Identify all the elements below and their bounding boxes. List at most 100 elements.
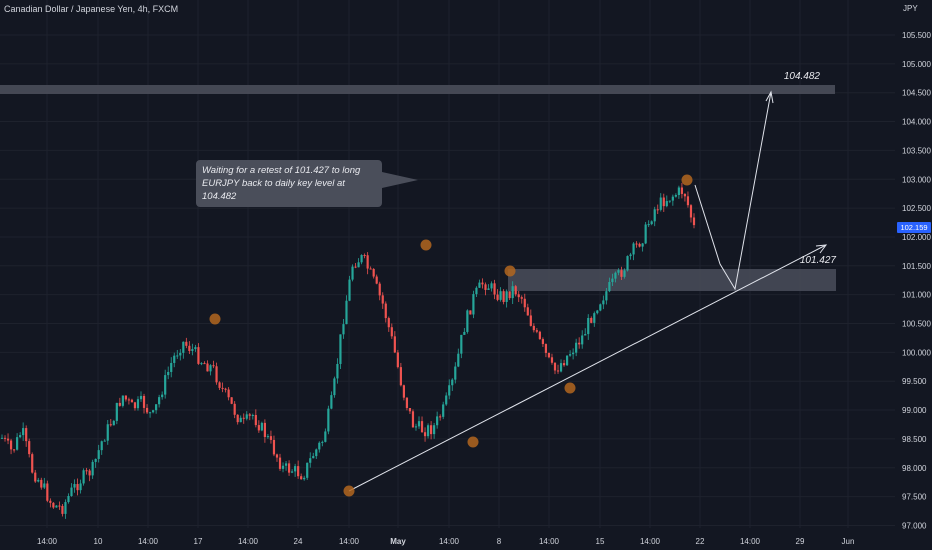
- candle-body: [294, 466, 297, 472]
- candle-body: [532, 325, 535, 331]
- candle-body: [6, 438, 10, 441]
- candle-body: [139, 395, 143, 400]
- candle-body: [151, 410, 155, 413]
- candle-body: [602, 300, 605, 305]
- candle-body: [112, 420, 115, 426]
- candle-body: [52, 502, 55, 508]
- candle-body: [384, 303, 387, 319]
- candle-body: [345, 300, 348, 325]
- candle-body: [611, 278, 614, 283]
- candle-body: [342, 324, 345, 335]
- candle-body: [466, 310, 469, 332]
- candle-body: [167, 371, 170, 376]
- y-tick-label: 98.000: [902, 464, 927, 473]
- candle-body: [460, 334, 463, 354]
- candle-body: [351, 266, 354, 280]
- candle-body: [290, 471, 294, 473]
- resistance-zone: [0, 85, 835, 94]
- candle-body: [644, 224, 647, 244]
- candle-body: [454, 366, 457, 380]
- candle-body: [94, 458, 97, 462]
- candle-body: [390, 327, 393, 337]
- candle-body: [565, 355, 569, 366]
- candle-body: [0, 437, 4, 439]
- candle-body: [535, 330, 538, 332]
- candle-body: [402, 385, 406, 398]
- candle-body: [197, 347, 200, 364]
- candle-body: [674, 195, 677, 197]
- candle-body: [164, 375, 167, 395]
- candle-body: [173, 355, 176, 363]
- candle-body: [493, 283, 496, 295]
- x-tick-label: Jun: [842, 537, 855, 546]
- candle-body: [572, 352, 575, 355]
- candle-body: [650, 221, 653, 225]
- candle-body: [369, 268, 372, 270]
- candle-body: [514, 286, 517, 295]
- candle-body: [387, 318, 390, 328]
- candle-body: [266, 436, 270, 438]
- candle-body: [556, 370, 560, 372]
- pivot-marker: [209, 313, 221, 325]
- candle-body: [472, 294, 475, 315]
- candle-body: [67, 495, 70, 503]
- candle-body: [121, 395, 124, 406]
- candle-body: [354, 266, 357, 268]
- candle-body: [58, 505, 61, 507]
- candle-body: [396, 352, 399, 368]
- candle-body: [348, 279, 351, 301]
- chart-zones: [0, 85, 836, 291]
- candle-body: [339, 334, 342, 364]
- candle-body: [85, 470, 88, 472]
- candle-body: [239, 417, 242, 423]
- candle-body: [115, 402, 118, 421]
- x-tick-label: 15: [596, 537, 605, 546]
- candle-body: [300, 476, 303, 480]
- candle-body: [511, 286, 514, 299]
- candle-body: [161, 394, 164, 398]
- candle-body: [372, 268, 375, 277]
- candle-body: [632, 243, 635, 255]
- candle-body: [665, 201, 668, 207]
- candle-body: [203, 363, 206, 365]
- candle-body: [629, 254, 632, 257]
- candle-body: [541, 339, 545, 345]
- candle-body: [581, 335, 584, 345]
- candle-body: [426, 425, 430, 437]
- candle-body: [109, 424, 112, 426]
- candle-body: [297, 466, 300, 477]
- candle-body: [363, 255, 366, 257]
- candle-body: [103, 440, 106, 442]
- candle-body: [303, 477, 306, 480]
- y-tick-label: 105.000: [902, 60, 931, 69]
- candle-body: [318, 442, 321, 450]
- candle-body: [544, 344, 548, 353]
- candle-body: [436, 416, 439, 426]
- y-tick-label: 101.000: [902, 291, 931, 300]
- y-tick-label: 100.000: [902, 348, 931, 357]
- candle-body: [605, 291, 608, 301]
- candle-body: [37, 479, 40, 482]
- x-tick-label: 8: [497, 537, 502, 546]
- candle-body: [49, 500, 52, 503]
- candle-body: [64, 502, 67, 514]
- annotation-note[interactable]: Waiting for a retest of 101.427 to long …: [196, 160, 382, 207]
- candle-body: [43, 483, 46, 488]
- candle-body: [118, 402, 121, 406]
- candle-body: [55, 505, 58, 508]
- candle-body: [614, 272, 617, 279]
- candle-body: [433, 425, 436, 435]
- candle-body: [378, 283, 381, 296]
- candle-body: [562, 363, 566, 366]
- y-tick-label: 103.000: [902, 175, 931, 184]
- candle-body: [263, 422, 266, 437]
- candle-body: [79, 483, 82, 491]
- candle-body: [381, 295, 384, 304]
- annotation-note-pointer: [382, 172, 418, 188]
- candle-body: [677, 187, 680, 196]
- candle-body: [417, 421, 421, 427]
- candle-body: [287, 463, 291, 473]
- upper-level-label: 104.482: [784, 71, 821, 82]
- candle-body: [529, 315, 532, 326]
